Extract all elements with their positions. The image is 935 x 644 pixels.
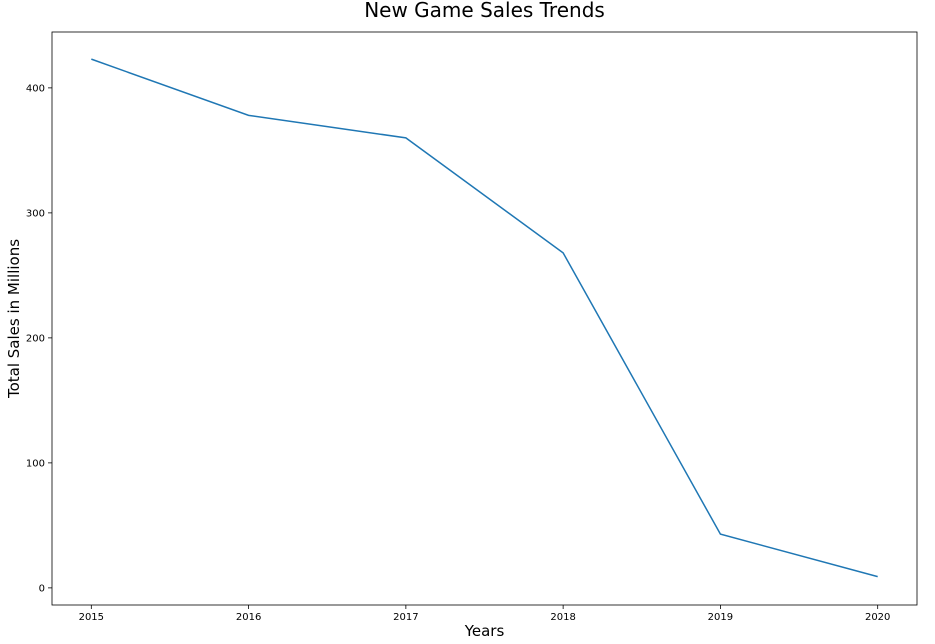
x-tick-label: 2015	[79, 612, 104, 623]
x-tick-label: 2017	[393, 612, 418, 623]
y-tick-label: 100	[26, 458, 45, 469]
x-tick-label: 2019	[708, 612, 733, 623]
y-tick-label: 400	[26, 83, 45, 94]
sales-series-line	[91, 58, 878, 578]
y-tick-label: 0	[39, 583, 45, 594]
x-axis-label: Years	[464, 622, 505, 640]
y-tick-label: 300	[26, 208, 45, 219]
y-axis: 0 100 200 300 400	[26, 83, 52, 594]
x-axis: 2015 2016 2017 2018 2019 2020	[79, 605, 890, 623]
x-tick-label: 2018	[550, 612, 575, 623]
x-tick-label: 2016	[236, 612, 261, 623]
y-tick-label: 200	[26, 333, 45, 344]
x-tick-label: 2020	[865, 612, 890, 623]
plot-area	[51, 31, 918, 606]
chart-title: New Game Sales Trends	[364, 0, 605, 22]
y-axis-label: Total Sales in Millions	[5, 239, 23, 399]
